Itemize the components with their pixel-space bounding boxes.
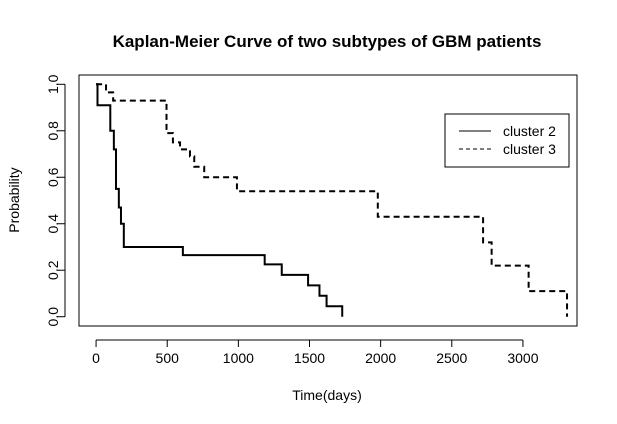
x-axis: 0 500 1000 1500 2000 2500 3000 <box>92 339 539 366</box>
x-tick-label: 0 <box>92 350 100 366</box>
y-tick-label: 0.2 <box>45 260 61 280</box>
y-axis: 0.0 0.2 0.4 0.6 0.8 1.0 <box>45 74 66 327</box>
x-axis-label: Time(days) <box>292 387 362 403</box>
legend-box <box>444 113 570 168</box>
y-tick-label: 0.0 <box>45 307 61 327</box>
y-tick-label: 0.8 <box>45 121 61 141</box>
legend: cluster 2 cluster 3 <box>444 113 570 168</box>
x-tick-label: 2000 <box>365 350 396 366</box>
x-tick-label: 2500 <box>436 350 467 366</box>
y-tick-label: 1.0 <box>45 74 61 94</box>
chart-title: Kaplan-Meier Curve of two subtypes of GB… <box>113 32 542 51</box>
x-tick-label: 1000 <box>223 350 254 366</box>
legend-label-cluster-3: cluster 3 <box>503 141 556 157</box>
series-cluster-3-curve <box>96 83 569 317</box>
legend-label-cluster-2: cluster 2 <box>503 123 556 139</box>
series-layer <box>96 83 569 317</box>
y-axis-label: Probability <box>6 167 22 232</box>
y-tick-label: 0.4 <box>45 214 61 234</box>
series-cluster-2-curve <box>96 83 344 317</box>
x-tick-label: 500 <box>156 350 180 366</box>
plot-frame <box>78 74 578 327</box>
y-tick-label: 0.6 <box>45 167 61 187</box>
x-tick-label: 3000 <box>507 350 538 366</box>
x-tick-label: 1500 <box>294 350 325 366</box>
